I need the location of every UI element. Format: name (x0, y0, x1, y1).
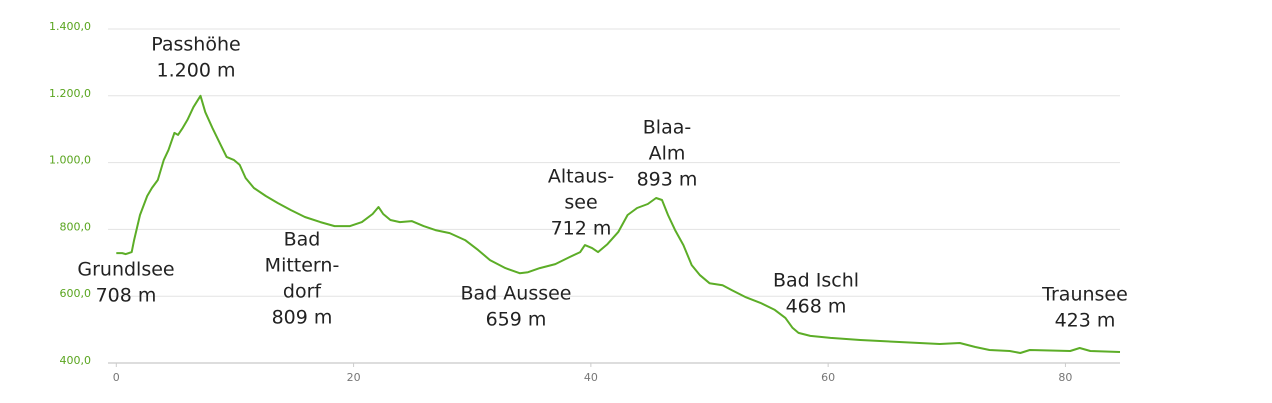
x-tick-label: 60 (821, 371, 835, 384)
annotation: Blaa- (643, 117, 691, 139)
annotation: 893 m (637, 169, 698, 191)
annotation: 423 m (1055, 310, 1116, 332)
elevation-line (116, 94, 1121, 354)
annotation: 659 m (486, 309, 547, 331)
annotation: see (564, 192, 597, 214)
annotation: 1.200 m (157, 60, 236, 82)
y-tick-label: 400,0 (60, 354, 92, 367)
y-tick-label: 800,0 (60, 220, 92, 233)
annotation: dorf (283, 281, 322, 303)
y-tick-label: 1.200,0 (49, 87, 91, 100)
annotation: 809 m (272, 307, 333, 329)
x-tick-label: 20 (347, 371, 361, 384)
annotation: Altaus- (548, 166, 614, 188)
annotation: Bad Ischl (773, 270, 859, 292)
annotation: 712 m (551, 218, 612, 240)
annotation: Grundlsee (77, 259, 174, 281)
annotation: Passhöhe (151, 34, 240, 56)
y-tick-label: 1.000,0 (49, 154, 91, 167)
annotation: Bad (284, 229, 321, 251)
x-tick-label: 80 (1058, 371, 1072, 384)
x-tick-label: 40 (584, 371, 598, 384)
x-tick-label: 0 (113, 371, 120, 384)
annotation: Bad Aussee (461, 283, 572, 305)
annotation: 708 m (96, 285, 157, 307)
y-tick-label: 1.400,0 (49, 20, 91, 33)
annotation: Alm (649, 143, 686, 165)
annotation: Mittern- (265, 255, 340, 277)
annotation: 468 m (786, 296, 847, 318)
annotation: Traunsee (1041, 284, 1128, 306)
y-tick-label: 600,0 (60, 287, 92, 300)
